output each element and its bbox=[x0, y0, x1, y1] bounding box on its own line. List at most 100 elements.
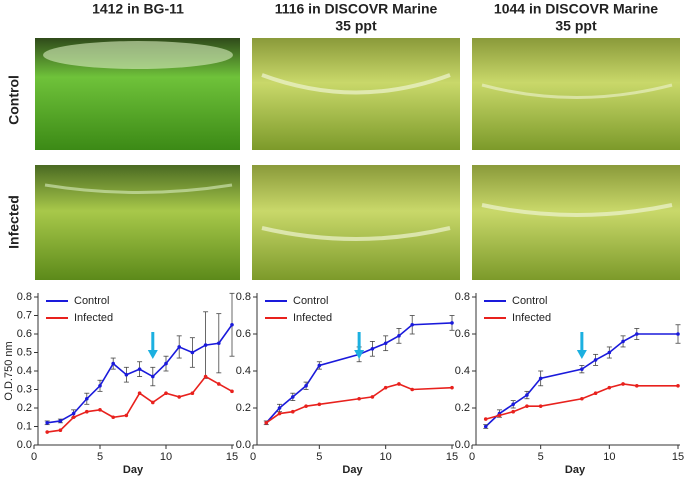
legend-label: Control bbox=[293, 295, 328, 307]
point bbox=[357, 396, 361, 401]
flask-rim bbox=[261, 226, 451, 241]
y-axis-label: O.D.750 nm bbox=[3, 341, 15, 400]
point bbox=[230, 389, 234, 394]
point bbox=[511, 409, 515, 414]
legend-label: Infected bbox=[293, 312, 332, 324]
point bbox=[45, 430, 49, 434]
point bbox=[177, 395, 181, 399]
point bbox=[621, 382, 625, 386]
y-tick-label: 0.6 bbox=[236, 328, 251, 340]
point bbox=[450, 385, 454, 390]
legend-label: Infected bbox=[74, 312, 113, 324]
row-label: Infected bbox=[6, 195, 22, 249]
flask-rim bbox=[481, 203, 673, 217]
point bbox=[151, 400, 155, 405]
point bbox=[85, 409, 89, 414]
series-line bbox=[265, 383, 453, 424]
point bbox=[635, 384, 639, 388]
x-tick-label: 10 bbox=[380, 451, 392, 463]
y-tick-label: 0.4 bbox=[17, 365, 32, 377]
y-tick-label: 0.2 bbox=[17, 402, 32, 414]
x-tick-label: 15 bbox=[226, 451, 238, 463]
x-tick-label: 0 bbox=[31, 451, 37, 463]
arrow-head bbox=[576, 350, 587, 359]
point bbox=[85, 396, 89, 401]
column-title: 35 ppt bbox=[555, 18, 597, 34]
point bbox=[370, 395, 375, 399]
point bbox=[164, 391, 168, 396]
row-label: Control bbox=[6, 75, 22, 125]
point bbox=[58, 419, 63, 423]
x-tick-label: 15 bbox=[672, 451, 684, 463]
point bbox=[621, 339, 625, 344]
photos bbox=[35, 38, 680, 280]
column-title: 1044 in DISCOVR Marine bbox=[494, 1, 658, 17]
point bbox=[580, 396, 584, 401]
point bbox=[98, 408, 102, 412]
column-title: 1412 in BG-11 bbox=[92, 1, 184, 17]
y-tick-label: 0.4 bbox=[455, 365, 470, 377]
photo bbox=[472, 165, 680, 280]
point bbox=[450, 321, 454, 325]
point bbox=[317, 402, 322, 407]
y-tick-label: 0.0 bbox=[236, 439, 251, 451]
point bbox=[525, 393, 529, 397]
point bbox=[190, 350, 195, 355]
point bbox=[111, 361, 115, 366]
point bbox=[58, 428, 63, 433]
point bbox=[217, 382, 221, 386]
point bbox=[607, 350, 612, 355]
point bbox=[217, 341, 221, 346]
legend-label: Control bbox=[74, 295, 109, 307]
point bbox=[317, 363, 322, 368]
point bbox=[304, 384, 308, 388]
x-axis-label: Day bbox=[123, 464, 144, 476]
y-tick-label: 0.6 bbox=[455, 328, 470, 340]
point bbox=[164, 361, 168, 366]
point bbox=[483, 424, 488, 429]
y-tick-label: 0.7 bbox=[17, 309, 32, 321]
point bbox=[397, 334, 401, 338]
point bbox=[124, 413, 129, 418]
point bbox=[538, 404, 543, 408]
point bbox=[291, 395, 295, 399]
x-axis-label: Day bbox=[565, 464, 586, 476]
legend-label: Infected bbox=[512, 312, 551, 324]
x-tick-label: 0 bbox=[469, 451, 475, 463]
arrow-head bbox=[354, 350, 365, 359]
point bbox=[71, 415, 76, 420]
point bbox=[525, 404, 529, 408]
point bbox=[203, 374, 208, 379]
legend-label: Control bbox=[512, 295, 547, 307]
point bbox=[370, 347, 375, 351]
point bbox=[124, 372, 129, 377]
x-tick-label: 10 bbox=[603, 451, 615, 463]
point bbox=[45, 421, 49, 425]
flask-rim bbox=[44, 183, 233, 194]
x-tick-label: 10 bbox=[160, 451, 172, 463]
series-line bbox=[47, 375, 233, 433]
point bbox=[304, 404, 308, 408]
point bbox=[497, 413, 502, 418]
point bbox=[151, 374, 155, 379]
y-tick-label: 0.8 bbox=[17, 291, 32, 303]
point bbox=[111, 415, 115, 420]
y-tick-label: 0.2 bbox=[455, 402, 470, 414]
point bbox=[593, 358, 598, 362]
point bbox=[483, 417, 488, 421]
point bbox=[277, 406, 282, 410]
point bbox=[383, 385, 388, 390]
photo bbox=[472, 38, 680, 150]
flask-rim bbox=[261, 73, 451, 95]
y-tick-label: 0.0 bbox=[17, 439, 32, 451]
y-tick-label: 0.1 bbox=[17, 420, 32, 432]
point bbox=[98, 384, 102, 388]
foam bbox=[43, 41, 233, 69]
y-tick-label: 0.5 bbox=[17, 346, 32, 358]
photo bbox=[252, 165, 460, 280]
point bbox=[676, 384, 680, 388]
arrow-head bbox=[147, 350, 158, 359]
column-title: 1116 in DISCOVR Marine bbox=[275, 1, 438, 17]
x-tick-label: 5 bbox=[316, 451, 322, 463]
